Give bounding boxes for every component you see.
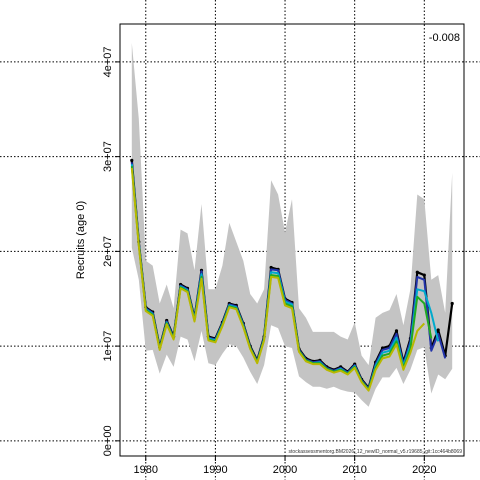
y-tick-label: 2e+07 [102, 236, 114, 267]
x-tick-label: 2020 [412, 464, 436, 476]
data-point [436, 328, 440, 332]
y-tick-label: 0e+00 [102, 425, 114, 456]
data-point [269, 265, 273, 270]
x-tick-label: 1990 [203, 464, 227, 476]
axes: 1980 1990 2000 2010 2020 0e+00 1e+07 2e+07 3e+07… [102, 46, 437, 476]
footnote: stockassessmentorg.BM2026_12_newID_norma… [289, 449, 463, 455]
y-tick-label: 3e+07 [102, 141, 114, 172]
data-point [394, 329, 399, 333]
y-tick-label: 4e+07 [102, 46, 114, 77]
data-point [450, 301, 454, 306]
mohn-rho-value: -0.008 [429, 32, 460, 44]
data-point [422, 273, 426, 277]
series-line-5 [130, 167, 426, 392]
y-tick-label: 1e+07 [102, 331, 114, 362]
data-point [130, 158, 134, 162]
series-lines [130, 158, 454, 392]
data-point [415, 270, 419, 274]
confidence-band [131, 42, 453, 407]
x-tick-label: 1980 [134, 464, 158, 476]
plot-box [119, 23, 465, 457]
y-axis-title: Recruits (age 0) [75, 201, 87, 279]
x-tick-label: 2000 [273, 464, 297, 476]
x-tick-label: 2010 [342, 464, 366, 476]
